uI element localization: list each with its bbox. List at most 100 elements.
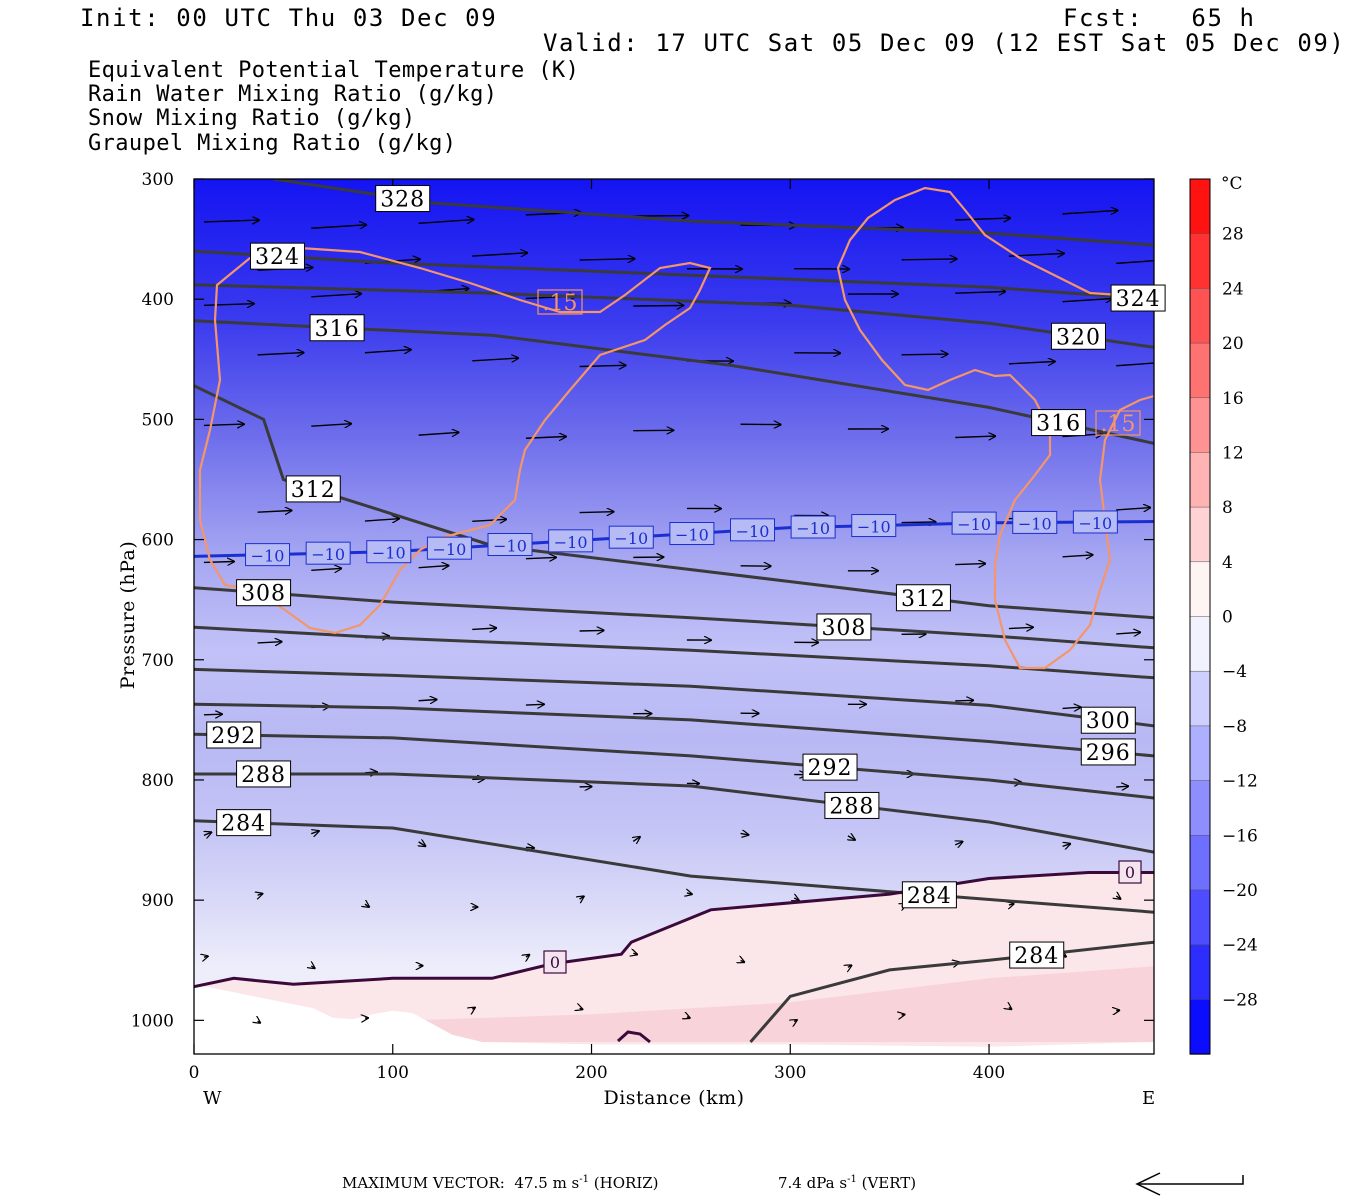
- y-tick-600: 600: [142, 531, 174, 551]
- theta-e-label-324-1-0: 324: [249, 242, 305, 270]
- x-tick-200: 200: [575, 1063, 607, 1083]
- wind-vector: [419, 842, 426, 846]
- wind-vector: [526, 955, 529, 957]
- init-time: Init: 00 UTC Thu 03 Dec 09: [80, 4, 498, 32]
- minus10-label-13: −10: [1072, 510, 1118, 534]
- wind-vector: [848, 836, 855, 840]
- wind-vector: [257, 511, 292, 513]
- wind-vector: [257, 642, 282, 643]
- colorbar-segment: [1189, 561, 1211, 618]
- wind-vector: [525, 704, 544, 705]
- svg-text:−10: −10: [796, 519, 830, 538]
- y-tick-labels: 300 400 500 600 700 800 900 1000: [131, 170, 174, 1031]
- colorbar-segment: [1189, 999, 1211, 1055]
- svg-text:−10: −10: [957, 515, 991, 534]
- minus10-labels: −10 −10 −10 −10 −10 −10 −10 −10 −10 −10 −10 −10 −10 −…: [245, 510, 1118, 567]
- theta-e-contour-296-8: [194, 702, 1154, 758]
- theta-e-label-316-3-1: 316: [1031, 409, 1087, 437]
- wind-vector: [203, 714, 222, 715]
- wind-vector: [633, 837, 640, 841]
- wind-vector: [418, 432, 459, 435]
- svg-text:−10: −10: [433, 540, 467, 559]
- svg-text:−10: −10: [311, 545, 345, 564]
- svg-text:−10: −10: [493, 537, 527, 556]
- wind-vector: [311, 831, 319, 834]
- theta-e-contour-284-11: [194, 819, 1154, 914]
- colorbar-label: 16: [1222, 389, 1244, 409]
- svg-text:0: 0: [1125, 863, 1135, 882]
- minus10-label-7: −10: [669, 522, 715, 546]
- wind-vector: [1116, 786, 1128, 787]
- max-vector-horiz: MAXIMUM VECTOR: 47.5 m s-1 (HORIZ): [342, 1174, 659, 1192]
- theta-e-label-292-9-1: 292: [802, 753, 858, 781]
- theta-e-labels: 328 324 324 320 316 316 312 312 308 308 300 296 292 2…: [206, 185, 1166, 969]
- theta-e-label-288-10-1: 288: [824, 791, 880, 819]
- theta-e-label-296-8-0: 296: [1080, 738, 1136, 766]
- terrain: [194, 984, 1154, 1054]
- colorbar-segment: [1189, 178, 1211, 235]
- zero-label-1: 0: [543, 950, 567, 974]
- y-tick-400: 400: [142, 290, 174, 310]
- wind-vector: [633, 306, 683, 307]
- colorbar-segment: [1189, 725, 1211, 782]
- y-tick-700: 700: [142, 651, 174, 671]
- zero-isotherm: [194, 871, 1154, 989]
- wind-vector: [525, 557, 556, 558]
- wind-vector: [472, 1008, 475, 1010]
- wind-vector: [580, 1008, 583, 1009]
- theta-e-label-308-5-1: 308: [816, 613, 872, 641]
- theta-e-label-324-1-1: 324: [1110, 284, 1166, 312]
- svg-text:320: 320: [1056, 325, 1101, 350]
- svg-text:312: 312: [291, 478, 336, 503]
- wind-vector: [472, 628, 496, 629]
- max-vector-arrow: [1135, 1172, 1244, 1196]
- theta-e-contour-308-5: [194, 586, 1154, 650]
- theta-e-label-292-9-0: 292: [206, 721, 262, 749]
- wind-vector: [364, 519, 399, 521]
- wind-vector: [687, 1017, 690, 1018]
- snow-contour-west: [198, 246, 712, 635]
- wind-vector: [794, 898, 798, 900]
- wind-vector: [1008, 362, 1055, 364]
- colorbar-label: 12: [1222, 443, 1244, 463]
- wind-vector: [1062, 299, 1113, 302]
- svg-text:288: 288: [241, 763, 286, 788]
- wind-vector: [258, 1021, 260, 1023]
- forecast-hour: Fcst: 65 h: [1063, 4, 1256, 32]
- svg-text:−10: −10: [251, 547, 285, 566]
- y-tick-300: 300: [142, 170, 174, 190]
- wind-vector: [955, 842, 962, 845]
- valid-time: Valid: 17 UTC Sat 05 Dec 09 (12 EST Sat …: [543, 29, 1346, 57]
- svg-text:−10: −10: [1018, 514, 1052, 533]
- colorbar-label: −28: [1222, 990, 1258, 1010]
- wind-vector: [901, 522, 936, 523]
- minus10-label-12: −10: [1012, 510, 1058, 534]
- wind-vector: [579, 365, 626, 366]
- wind-vector: [311, 424, 351, 426]
- minus10-label-0: −10: [245, 543, 291, 567]
- wind-vector: [418, 220, 474, 224]
- y-tick-900: 900: [142, 891, 174, 911]
- wind-vector: [1009, 1007, 1011, 1009]
- wind-vector: [525, 847, 534, 848]
- theta-e-label-308-5-0: 308: [236, 579, 292, 607]
- theta-e-label-320-2-0: 320: [1050, 322, 1106, 350]
- plot-frame: [193, 178, 1155, 1055]
- wind-vector: [1062, 555, 1093, 557]
- minus10-label-1: −10: [305, 541, 351, 565]
- y-tick-1000: 1000: [131, 1011, 174, 1031]
- theta-e-label-328-0-0: 328: [375, 185, 431, 213]
- svg-text:.15: .15: [543, 291, 578, 316]
- snow-label-1: .15: [537, 289, 583, 316]
- y-tick-800: 800: [142, 771, 174, 791]
- wind-vector: [901, 259, 957, 260]
- field-label-theta-e: Equivalent Potential Temperature (K): [88, 58, 580, 83]
- svg-text:284: 284: [907, 884, 952, 909]
- x-tick-400: 400: [973, 1063, 1005, 1083]
- colorbar-segment: [1189, 506, 1211, 563]
- field-label-graupel: Graupel Mixing Ratio (g/kg): [88, 131, 457, 156]
- colorbar-label: −16: [1222, 826, 1258, 846]
- wind-vector: [579, 512, 614, 513]
- minus10-label-9: −10: [790, 515, 836, 539]
